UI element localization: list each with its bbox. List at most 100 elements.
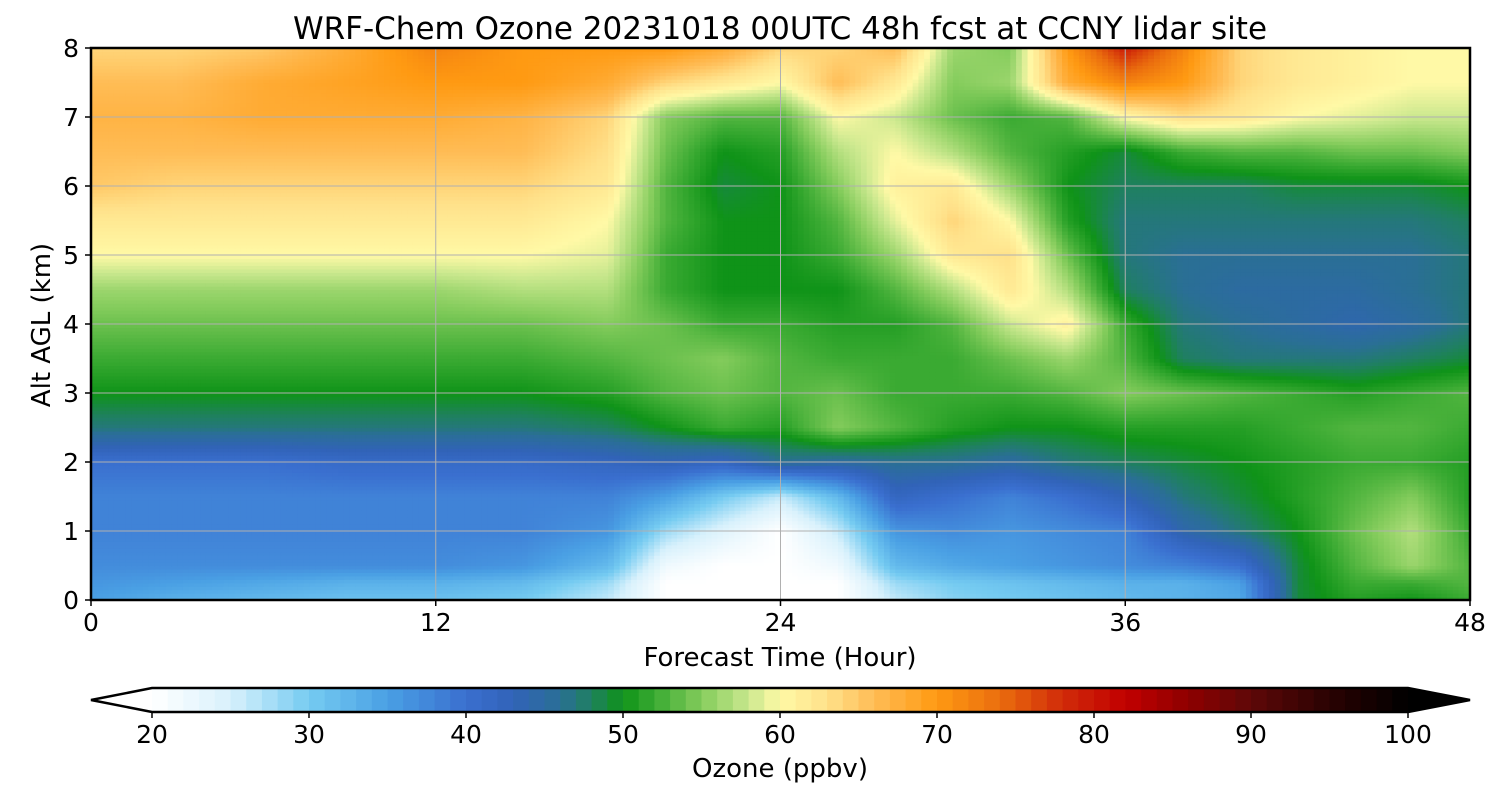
heatmap-cell: [223, 537, 230, 542]
heatmap-cell: [424, 562, 431, 567]
heatmap-cell: [1401, 582, 1408, 587]
heatmap-cell: [223, 562, 230, 567]
heatmap-cell: [901, 544, 908, 549]
heatmap-cell: [1286, 548, 1293, 553]
heatmap-cell: [1314, 558, 1322, 563]
heatmap-cell: [912, 527, 919, 532]
heatmap-cell: [665, 596, 672, 601]
heatmap-cell: [1113, 555, 1121, 560]
heatmap-cell: [401, 565, 408, 570]
heatmap-cell: [470, 558, 477, 563]
heatmap-cell: [1090, 541, 1098, 546]
heatmap-cell: [631, 586, 638, 591]
heatmap-cell: [1004, 531, 1011, 536]
heatmap-cell: [481, 562, 489, 567]
heatmap-cell: [320, 551, 328, 556]
heatmap-cell: [918, 537, 925, 542]
heatmap-cell: [211, 568, 219, 573]
heatmap-cell: [1389, 548, 1396, 553]
heatmap-cell: [682, 534, 690, 539]
heatmap-cell: [929, 582, 937, 587]
heatmap-cell: [1406, 589, 1414, 594]
heatmap-cell: [602, 582, 609, 587]
heatmap-cell: [292, 558, 299, 563]
heatmap-cell: [889, 572, 897, 577]
heatmap-cell: [1085, 527, 1092, 532]
heatmap-cell: [1389, 531, 1396, 536]
heatmap-cell: [711, 589, 718, 594]
heatmap-cell: [659, 551, 667, 556]
heatmap-cell: [866, 548, 874, 553]
heatmap-cell: [1406, 575, 1414, 580]
heatmap-cell: [832, 534, 839, 539]
heatmap-cell: [389, 534, 397, 539]
heatmap-cell: [619, 541, 626, 546]
heatmap-cell: [1343, 544, 1350, 549]
heatmap-cell: [1108, 593, 1115, 598]
heatmap-cell: [1234, 531, 1241, 536]
heatmap-cell: [1401, 555, 1408, 560]
heatmap-cell: [407, 572, 414, 577]
heatmap-cell: [223, 572, 230, 577]
heatmap-cell: [906, 582, 914, 587]
heatmap-cell: [734, 551, 741, 556]
heatmap-cell: [567, 586, 575, 591]
heatmap-cell: [136, 575, 144, 580]
heatmap-cell: [1125, 579, 1132, 584]
heatmap-cell: [516, 534, 523, 539]
heatmap-cell: [619, 558, 626, 563]
heatmap-cell: [1372, 562, 1379, 567]
heatmap-cell: [1245, 544, 1253, 549]
heatmap-cell: [1205, 541, 1213, 546]
heatmap-cell: [659, 562, 667, 567]
heatmap-cell: [223, 555, 230, 560]
heatmap-cell: [1349, 579, 1356, 584]
heatmap-cell: [579, 534, 586, 539]
heatmap-cell: [1085, 579, 1092, 584]
heatmap-cell: [608, 579, 615, 584]
heatmap-cell: [1199, 555, 1207, 560]
heatmap-cell: [96, 572, 104, 577]
heatmap-cell: [780, 551, 787, 556]
heatmap-cell: [464, 555, 471, 560]
heatmap-cell: [1148, 541, 1155, 546]
heatmap-cell: [1165, 572, 1172, 577]
heatmap-cell: [527, 541, 535, 546]
heatmap-cell: [791, 565, 799, 570]
heatmap-cell: [843, 568, 851, 573]
heatmap-cell: [1044, 562, 1052, 567]
heatmap-cell: [182, 582, 190, 587]
heatmap-cell: [205, 593, 213, 598]
heatmap-cell: [475, 558, 483, 563]
heatmap-cell: [1332, 579, 1339, 584]
heatmap-cell: [338, 531, 345, 536]
heatmap-cell: [1056, 593, 1063, 598]
heatmap-cell: [269, 589, 276, 594]
heatmap-cell: [1366, 593, 1373, 598]
heatmap-cell: [1326, 596, 1333, 601]
heatmap-cell: [205, 558, 213, 563]
heatmap-cell: [200, 544, 207, 549]
heatmap-cell: [769, 548, 776, 553]
heatmap-cell: [769, 586, 776, 591]
heatmap-cell: [1424, 558, 1431, 563]
heatmap-cell: [866, 534, 874, 539]
heatmap-cell: [711, 548, 718, 553]
heatmap-cell: [1085, 582, 1092, 587]
heatmap-cell: [642, 593, 649, 598]
heatmap-cell: [1274, 593, 1281, 598]
heatmap-cell: [1004, 544, 1011, 549]
heatmap-cell: [1217, 541, 1224, 546]
heatmap-cell: [263, 551, 270, 556]
heatmap-cell: [315, 562, 322, 567]
heatmap-cell: [924, 531, 931, 536]
heatmap-cell: [1412, 534, 1419, 539]
heatmap-cell: [1314, 562, 1322, 567]
heatmap-cell: [648, 565, 655, 570]
heatmap-cell: [430, 575, 437, 580]
heatmap-cell: [1383, 565, 1391, 570]
heatmap-cell: [1217, 586, 1224, 591]
heatmap-cell: [228, 575, 236, 580]
heatmap-cell: [125, 548, 132, 553]
heatmap-cell: [975, 527, 983, 532]
